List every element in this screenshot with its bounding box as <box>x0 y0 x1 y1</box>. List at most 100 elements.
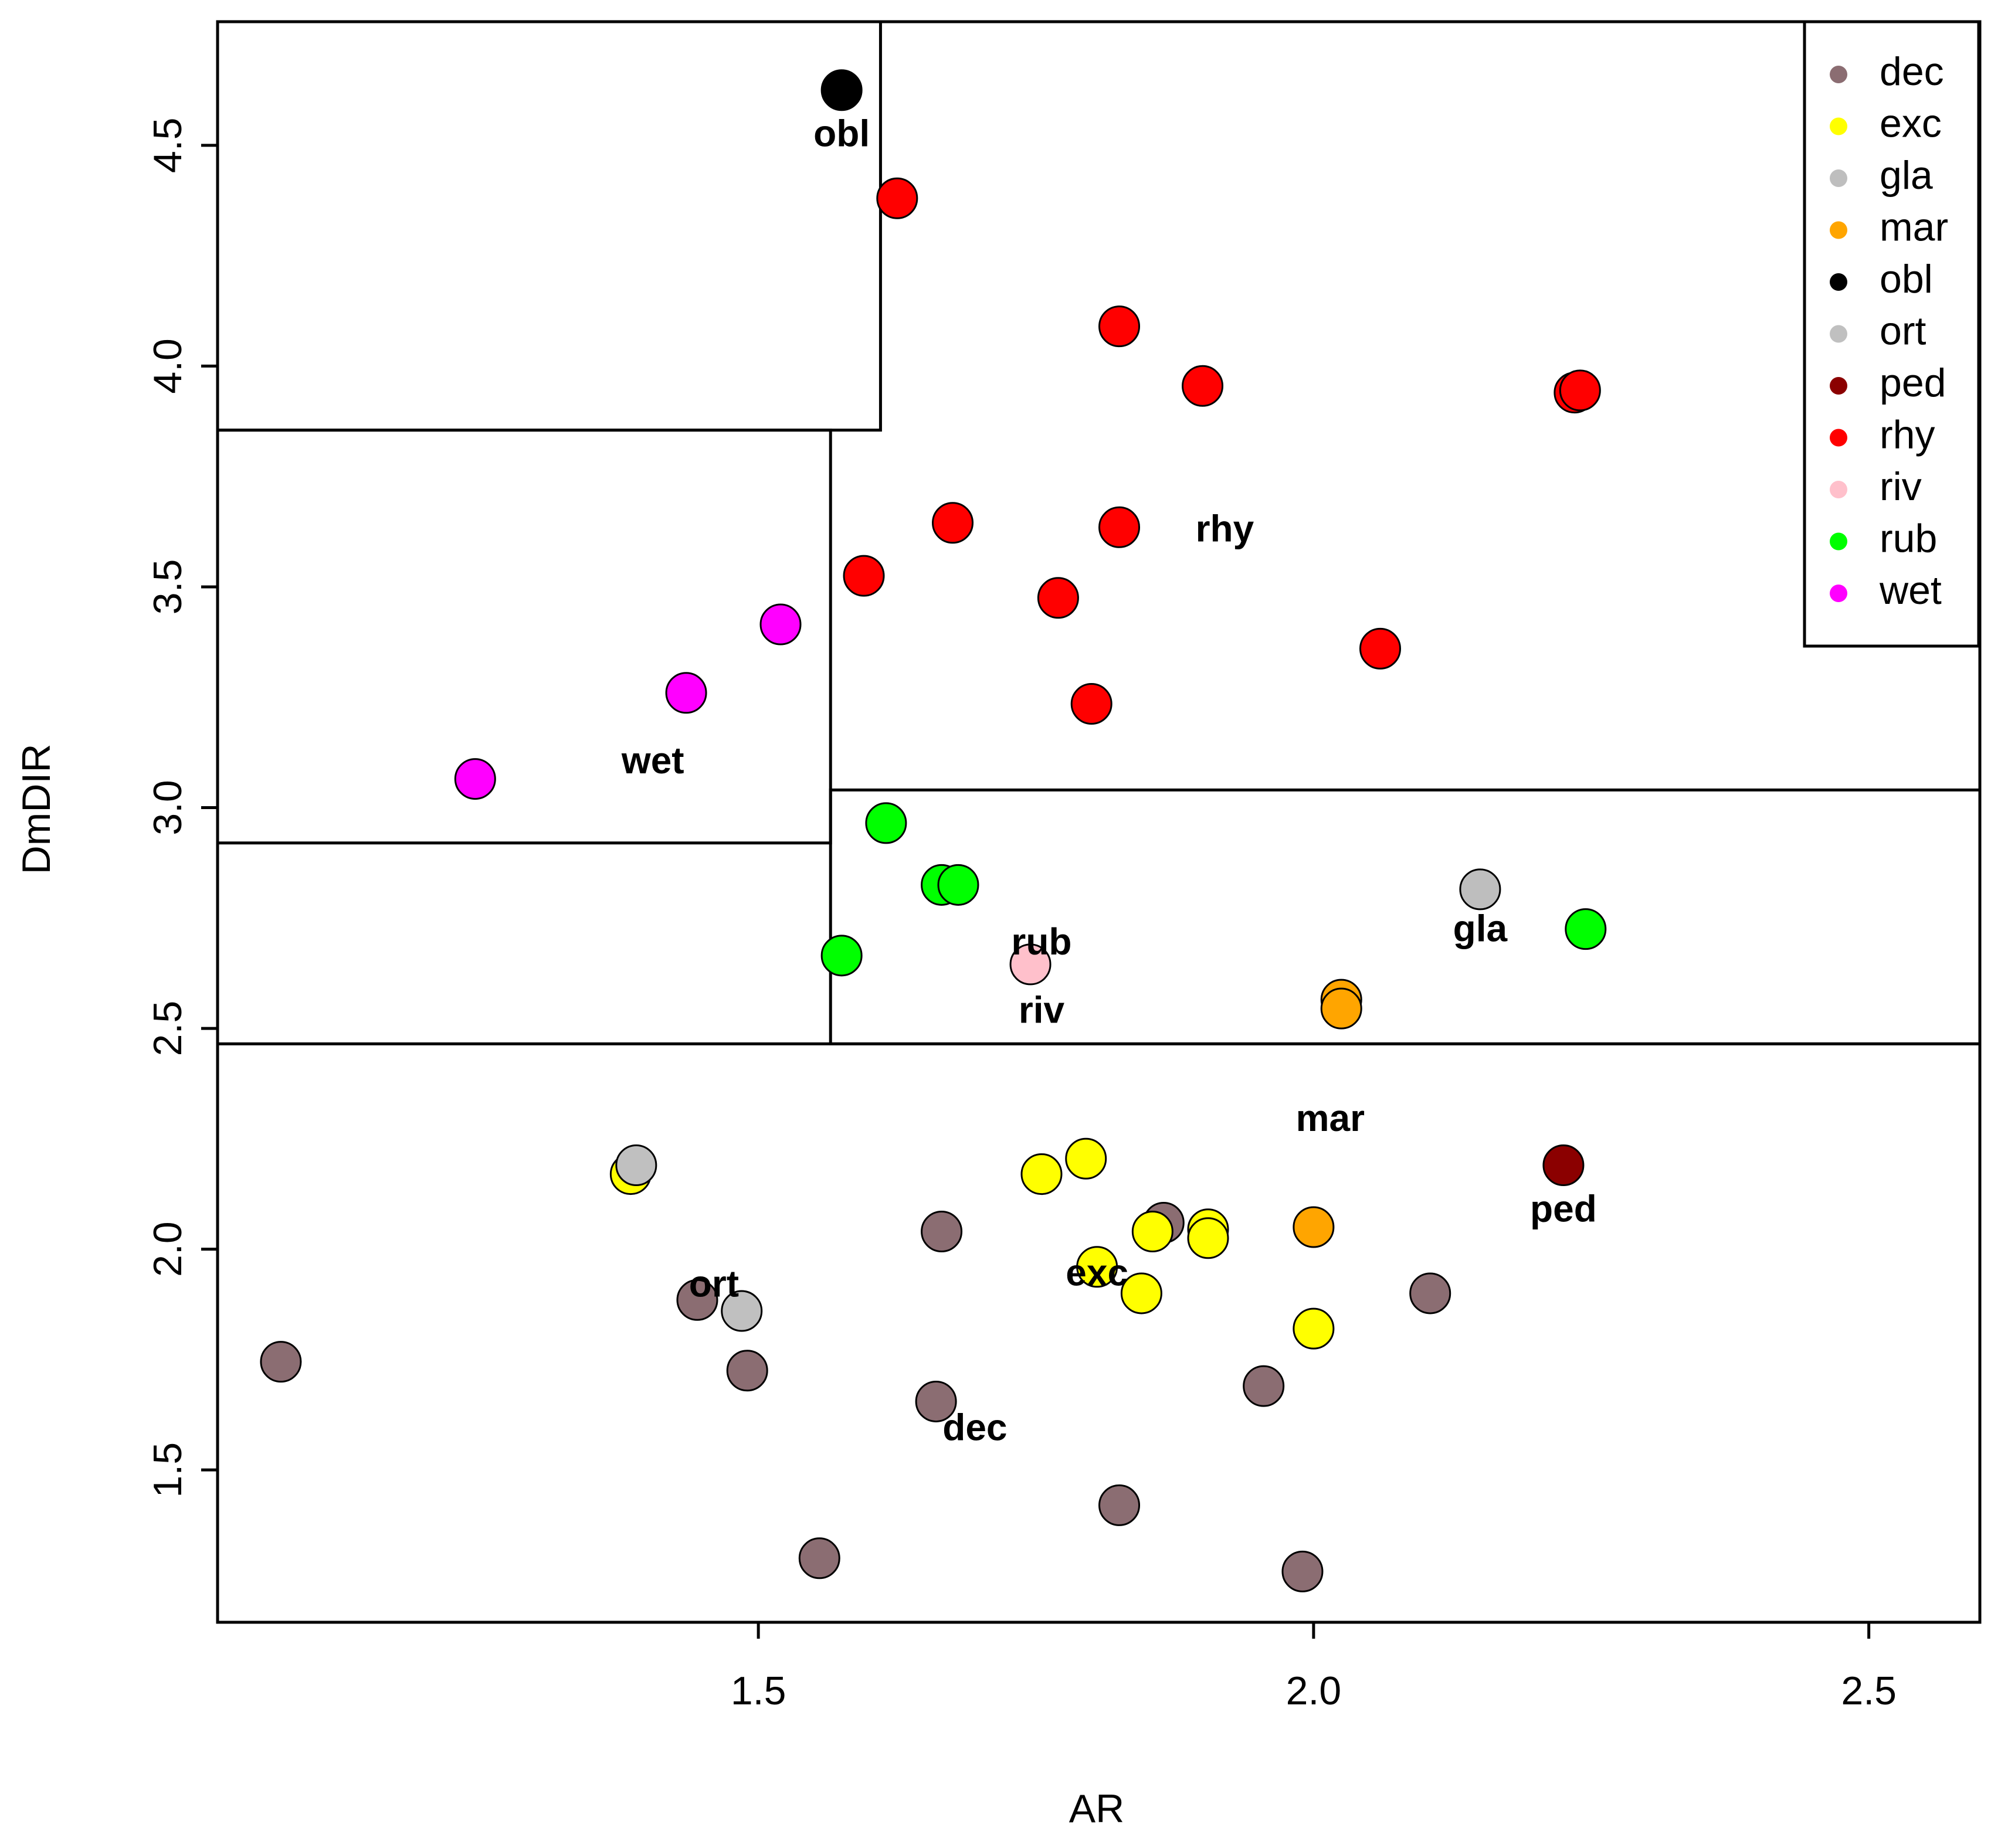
legend-label-mar: mar <box>1880 205 1948 249</box>
legend-marker-riv <box>1830 481 1847 498</box>
legend-label-wet: wet <box>1879 568 1942 613</box>
region-box-2 <box>829 788 1982 1045</box>
group-label-obl: obl <box>813 113 870 155</box>
point-rub <box>937 864 979 906</box>
point-exc <box>1187 1217 1229 1259</box>
legend-marker-rhy <box>1830 429 1847 447</box>
point-rub <box>820 935 863 977</box>
group-label-exc: exc <box>1066 1252 1128 1294</box>
legend-box <box>1803 20 1980 648</box>
point-exc <box>1131 1211 1173 1253</box>
group-label-mar: mar <box>1296 1097 1365 1139</box>
point-obl <box>820 69 863 111</box>
legend-marker-mar <box>1830 221 1847 239</box>
point-exc <box>1020 1153 1063 1195</box>
legend-label-riv: riv <box>1880 464 1922 509</box>
y-tick-label: 3.5 <box>145 559 190 615</box>
point-wet <box>454 758 496 800</box>
region-box-3 <box>216 1042 1982 1624</box>
group-labels: obl rhy wet rub riv gla mar ped exc ort dec <box>621 113 1597 1449</box>
point-dec <box>1281 1550 1324 1592</box>
y-tick-label: 2.5 <box>145 1001 190 1057</box>
data-points <box>260 69 1607 1592</box>
point-rhy <box>1098 305 1141 348</box>
x-tick-label: 2.0 <box>1286 1669 1342 1713</box>
legend-marker-ort <box>1830 325 1847 343</box>
point-rhy <box>1070 683 1112 725</box>
point-dec <box>1409 1272 1451 1314</box>
legend-marker-exc <box>1830 117 1847 135</box>
y-tick-label: 3.0 <box>145 780 190 835</box>
y-tick-label: 4.0 <box>145 338 190 394</box>
legend-label-gla: gla <box>1880 153 1933 198</box>
plot-frame <box>216 20 1982 1624</box>
legend-label-ort: ort <box>1880 308 1926 353</box>
y-tick-label: 4.5 <box>145 118 190 174</box>
point-rub <box>1565 908 1607 950</box>
point-exc <box>1293 1307 1335 1350</box>
point-riv <box>1009 943 1052 986</box>
y-axis: 1.5 2.0 2.5 3.0 3.5 4.0 4.5 <box>145 118 219 1498</box>
legend-marker-ped <box>1830 377 1847 395</box>
point-ort <box>721 1290 763 1332</box>
point-rhy <box>932 502 974 544</box>
point-dec <box>798 1537 840 1579</box>
legend-label-rhy: rhy <box>1880 412 1935 457</box>
point-ort <box>615 1144 657 1187</box>
point-exc <box>1076 1246 1118 1288</box>
point-rhy <box>876 177 918 219</box>
point-rhy <box>843 555 885 597</box>
legend: dec exc gla mar obl ort ped rhy riv rub wet <box>1803 20 1980 648</box>
legend-label-rub: rub <box>1880 516 1937 560</box>
point-wet <box>665 672 707 714</box>
x-tick-label: 1.5 <box>731 1669 786 1713</box>
point-dec <box>726 1350 768 1392</box>
x-axis-title: AR <box>1069 1786 1124 1831</box>
x-axis: 1.5 2.0 2.5 <box>731 1621 1897 1713</box>
x-tick-label: 2.5 <box>1841 1669 1897 1713</box>
point-wet <box>759 603 802 646</box>
legend-label-exc: exc <box>1880 101 1942 145</box>
legend-marker-gla <box>1830 169 1847 187</box>
point-mar <box>1320 987 1362 1030</box>
legend-label-dec: dec <box>1880 49 1944 94</box>
legend-marker-rub <box>1830 532 1847 551</box>
group-label-riv: riv <box>1019 989 1065 1031</box>
point-dec <box>915 1380 957 1422</box>
legend-marker-wet <box>1830 585 1847 602</box>
point-dec <box>676 1279 718 1321</box>
y-axis-title: DmDIR <box>14 744 59 875</box>
point-rhy <box>1098 506 1141 548</box>
group-label-ort: ort <box>689 1263 739 1305</box>
group-label-rhy: rhy <box>1196 508 1254 550</box>
legend-label-ped: ped <box>1880 361 1946 405</box>
group-label-rub: rub <box>1011 920 1071 963</box>
legend-label-obl: obl <box>1880 257 1933 301</box>
point-exc <box>1120 1272 1162 1314</box>
point-gla <box>1459 868 1501 911</box>
group-label-wet: wet <box>621 739 684 782</box>
point-dec <box>260 1341 302 1383</box>
group-label-gla: gla <box>1453 907 1508 949</box>
point-dec <box>921 1211 963 1253</box>
y-tick-label: 2.0 <box>145 1221 190 1277</box>
region-box-0 <box>216 20 882 432</box>
point-dec <box>1243 1365 1285 1407</box>
point-rub <box>865 802 907 844</box>
point-mar <box>1293 1206 1335 1248</box>
point-exc <box>1065 1137 1107 1180</box>
decision-regions <box>216 20 1982 1624</box>
point-rhy <box>1559 369 1601 412</box>
group-label-ped: ped <box>1530 1188 1597 1230</box>
region-box-1 <box>216 429 832 845</box>
point-rhy <box>1182 365 1224 407</box>
legend-marker-obl <box>1830 273 1847 291</box>
point-ped <box>1542 1144 1585 1187</box>
point-rhy <box>1359 627 1402 670</box>
y-tick-label: 1.5 <box>145 1442 190 1498</box>
group-label-dec: dec <box>942 1406 1007 1448</box>
point-dec <box>1098 1484 1141 1526</box>
legend-marker-dec <box>1830 66 1847 83</box>
